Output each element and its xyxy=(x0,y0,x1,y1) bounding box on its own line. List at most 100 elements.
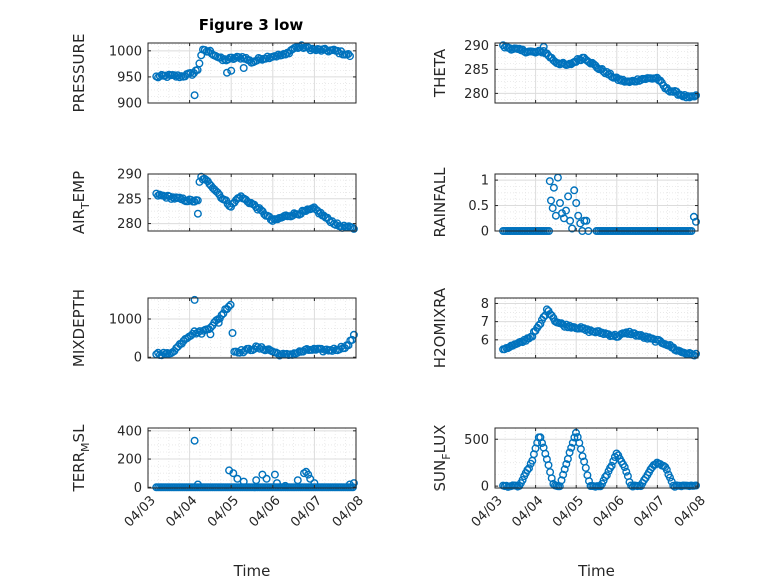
y-tick-label: 285 xyxy=(464,63,489,78)
data-point xyxy=(270,470,279,479)
data-point xyxy=(692,217,701,226)
data-point xyxy=(622,467,631,476)
data-point xyxy=(549,183,558,192)
y-tick-label: 285 xyxy=(117,192,142,207)
data-point xyxy=(607,461,616,470)
data-point xyxy=(349,479,358,488)
data-point xyxy=(217,311,226,320)
axes-box xyxy=(147,297,357,359)
data-point xyxy=(258,470,267,479)
y-tick-label: 500 xyxy=(464,433,489,448)
data-point xyxy=(273,479,282,488)
data-point xyxy=(195,59,204,68)
y-axis-label: H2OMIXRA xyxy=(431,287,449,368)
subplot-4: 0 0.5 1 RAINFALL xyxy=(431,167,701,240)
subplot-5: 0 1000 MIXDEPTH xyxy=(70,289,358,367)
subplot-3: 280 285 290 AIRTEMP xyxy=(70,168,358,234)
x-tick-label: 04/07 xyxy=(631,493,668,530)
data-point xyxy=(570,186,579,195)
axes-box xyxy=(494,173,699,232)
data-point xyxy=(564,192,573,201)
data-point xyxy=(293,476,302,485)
data-point xyxy=(344,341,353,350)
y-tick-label: 1 xyxy=(481,174,489,189)
data-point xyxy=(306,474,315,483)
subplot-2: 280 285 290 THETA xyxy=(431,39,701,104)
data-point xyxy=(262,474,271,483)
y-tick-label: 1000 xyxy=(109,44,142,59)
data-point xyxy=(545,177,554,186)
data-point xyxy=(222,68,231,77)
y-tick-label: 0 xyxy=(134,481,142,496)
data-point xyxy=(536,319,545,328)
y-axis-label: THETA xyxy=(431,48,449,98)
data-point xyxy=(538,439,547,448)
data-point xyxy=(244,344,253,353)
y-tick-label: 900 xyxy=(117,97,142,112)
axes-box xyxy=(147,427,357,489)
data-point xyxy=(193,328,202,337)
data-point xyxy=(581,463,590,472)
x-tick-label: 04/08 xyxy=(672,493,709,530)
data-point xyxy=(566,216,575,225)
data-point xyxy=(518,476,527,485)
data-point xyxy=(190,91,199,100)
subplot-6: 6 7 8 H2OMIXRA xyxy=(431,287,701,368)
data-point xyxy=(281,50,290,59)
data-point xyxy=(214,318,223,327)
y-tick-label: 200 xyxy=(117,453,142,468)
data-point xyxy=(565,448,574,457)
data-point xyxy=(689,212,698,221)
data-point xyxy=(346,52,355,61)
data-point xyxy=(233,474,242,483)
data-point xyxy=(544,461,553,470)
figure-title: Figure 3 low xyxy=(199,16,304,34)
data-point xyxy=(547,196,556,205)
data-point xyxy=(239,477,248,486)
y-axis-label: RAINFALL xyxy=(431,167,449,238)
data-point xyxy=(228,329,237,338)
x-axis-label: Time xyxy=(577,562,615,580)
data-point xyxy=(662,465,671,474)
subplot-7: 0 200 400 04/03 04/04 04/05 04/06 04/07 04/08 TER… xyxy=(70,424,367,580)
data-point xyxy=(692,91,701,100)
data-point xyxy=(560,465,569,474)
data-point xyxy=(541,449,550,458)
y-axis-label: SUNFLUX xyxy=(431,425,453,492)
x-tick-label: 04/05 xyxy=(550,493,587,530)
data-point xyxy=(576,445,585,454)
data-point xyxy=(304,470,313,479)
x-tick-label: 04/03 xyxy=(469,493,506,530)
data-point xyxy=(525,464,534,473)
data-point xyxy=(528,332,537,341)
data-point xyxy=(335,49,344,58)
data-point xyxy=(273,349,282,358)
y-tick-label: 7 xyxy=(481,315,489,330)
data-point xyxy=(559,470,568,479)
data-point xyxy=(226,300,235,309)
data-point xyxy=(562,206,571,215)
data-point xyxy=(585,58,594,67)
data-point xyxy=(666,473,675,482)
data-point xyxy=(255,344,264,353)
y-tick-label: 290 xyxy=(464,39,489,54)
x-tick-label: 04/06 xyxy=(247,493,284,530)
y-tick-label: 280 xyxy=(464,87,489,102)
axes-box xyxy=(147,42,357,104)
axes-box xyxy=(494,297,699,359)
data-point xyxy=(236,54,245,63)
data-point xyxy=(190,436,199,445)
data-point xyxy=(620,463,629,472)
data-point xyxy=(534,321,543,330)
x-tick-label: 04/07 xyxy=(288,493,325,530)
y-axis-label: MIXDEPTH xyxy=(70,289,88,367)
data-point xyxy=(160,192,169,201)
data-point xyxy=(548,204,557,213)
y-tick-label: 0 xyxy=(481,225,489,240)
data-point xyxy=(193,209,202,218)
data-point xyxy=(568,224,577,233)
data-point xyxy=(562,460,571,469)
y-tick-label: 8 xyxy=(481,297,489,312)
